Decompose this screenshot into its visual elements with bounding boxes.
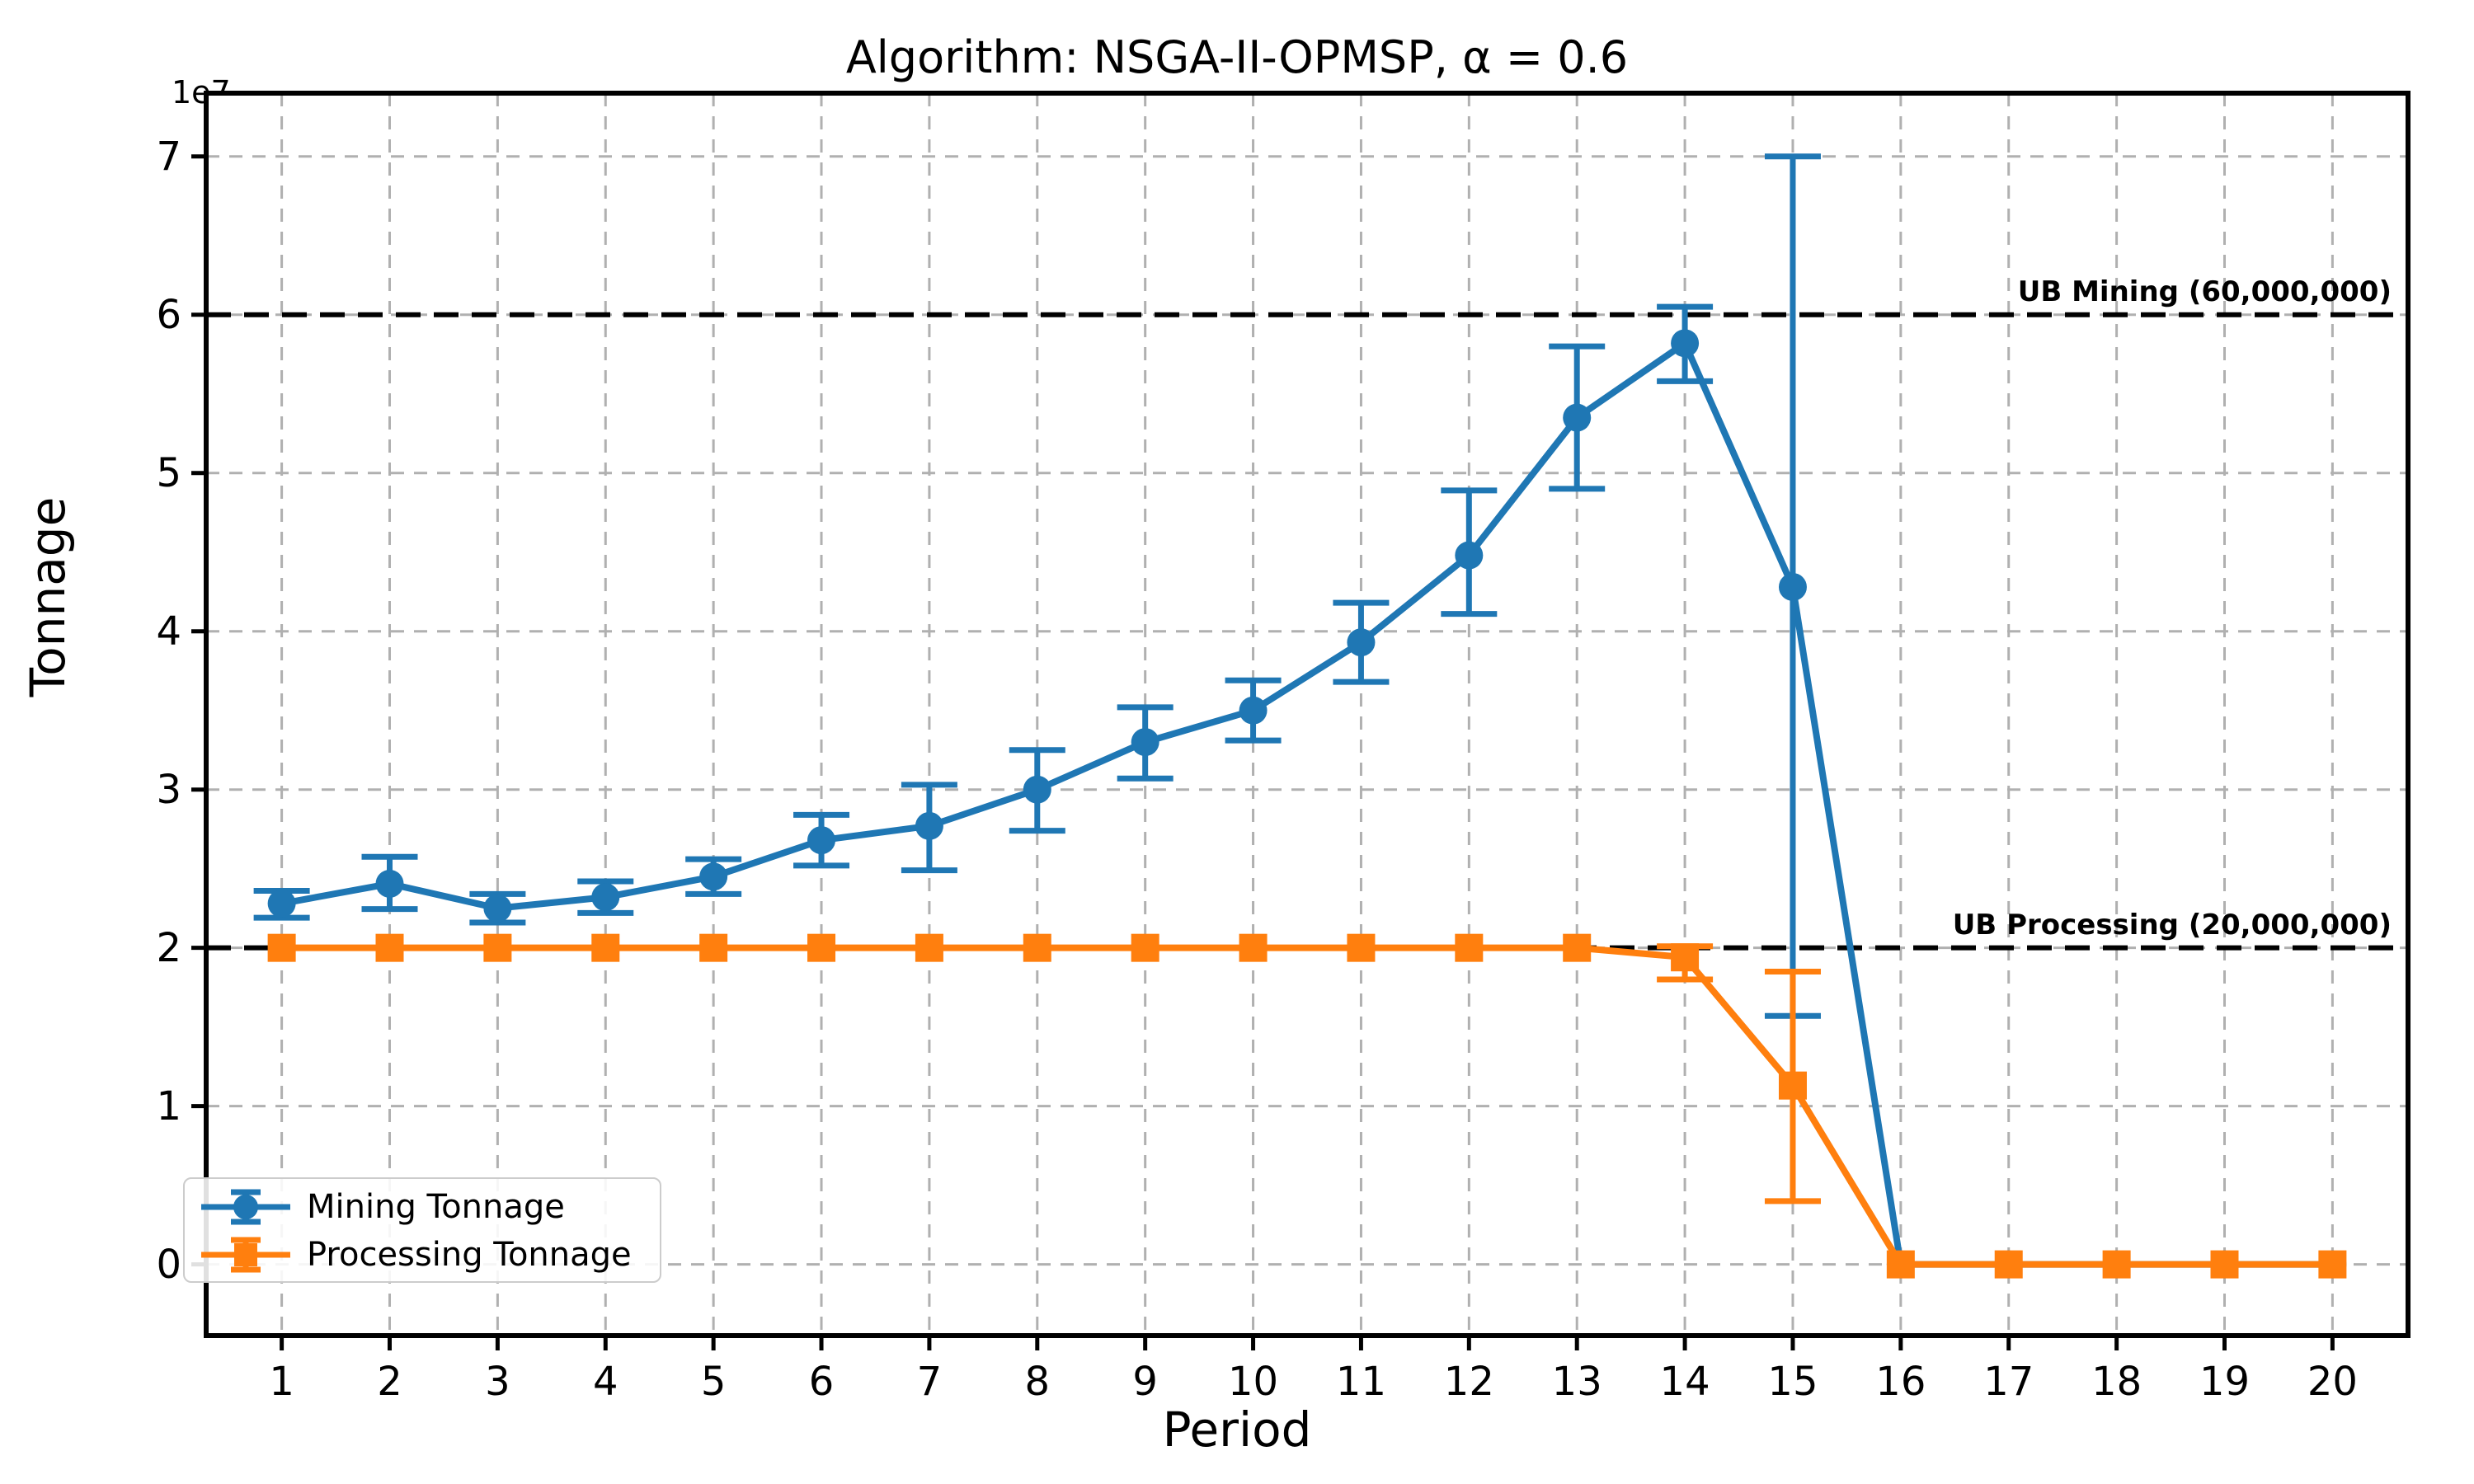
legend-label-processing: Processing Tonnage [307, 1236, 632, 1274]
legend-marker-mining-icon [201, 1189, 290, 1225]
data-point-marker[interactable] [1994, 1250, 2023, 1279]
x-tick-label: 5 [700, 1359, 727, 1405]
series-processing [267, 933, 2347, 1279]
legend-item-processing[interactable]: Processing Tonnage [196, 1232, 632, 1278]
data-point-marker[interactable] [1455, 933, 1484, 962]
x-tick-label: 11 [1335, 1359, 1386, 1405]
y-tick-label: 3 [156, 766, 181, 813]
x-tick-label: 9 [1132, 1359, 1158, 1405]
legend-item-mining[interactable]: Mining Tonnage [196, 1184, 565, 1230]
reference-line-label: UB Processing (20,000,000) [1952, 908, 2392, 942]
data-point-marker[interactable] [915, 811, 943, 840]
y-tick-label: 1 [156, 1082, 181, 1129]
data-point-marker[interactable] [375, 933, 404, 962]
data-point-marker[interactable] [267, 933, 296, 962]
data-point-marker[interactable] [1671, 943, 1700, 972]
data-point-marker[interactable] [1347, 933, 1376, 962]
x-tick-label: 7 [916, 1359, 943, 1405]
data-point-marker[interactable] [1023, 775, 1051, 804]
reference-line-label: UB Mining (60,000,000) [2017, 275, 2392, 308]
data-point-marker[interactable] [1563, 403, 1592, 432]
x-tick-label: 2 [377, 1359, 402, 1405]
x-tick-label: 6 [808, 1359, 835, 1405]
data-point-marker[interactable] [1563, 933, 1592, 962]
data-point-marker[interactable] [1239, 933, 1268, 962]
x-tick-label: 4 [592, 1359, 618, 1405]
data-point-marker[interactable] [1347, 628, 1376, 657]
x-tick-label: 8 [1024, 1359, 1051, 1405]
plot-background [206, 93, 2408, 1336]
data-point-marker[interactable] [483, 894, 512, 923]
data-point-marker[interactable] [375, 869, 404, 898]
y-tick-label: 5 [156, 449, 181, 496]
x-tick-label: 10 [1228, 1359, 1279, 1405]
data-point-marker[interactable] [1778, 1071, 1807, 1100]
series-line [278, 944, 2336, 1268]
data-point-marker[interactable] [591, 933, 620, 962]
axis-ticks [191, 154, 2335, 1350]
y-tick-label: 6 [156, 291, 181, 338]
data-point-marker[interactable] [2210, 1250, 2239, 1279]
x-tick-label: 1 [269, 1359, 294, 1405]
data-point-marker[interactable] [2318, 1250, 2347, 1279]
data-point-marker[interactable] [1239, 696, 1268, 725]
y-tick-label: 4 [156, 608, 181, 655]
data-point-marker[interactable] [1023, 933, 1051, 962]
x-tick-label: 17 [1983, 1359, 2034, 1405]
data-point-marker[interactable] [1671, 329, 1700, 358]
axes-spines [204, 91, 2411, 1338]
x-axis-label: Period [1162, 1402, 1312, 1458]
x-tick-label: 13 [1551, 1359, 1602, 1405]
data-point-marker[interactable] [483, 933, 512, 962]
y-tick-label: 7 [156, 133, 181, 180]
data-point-marker[interactable] [1455, 541, 1484, 570]
x-tick-label: 19 [2199, 1359, 2251, 1405]
data-point-marker[interactable] [1131, 728, 1159, 757]
data-point-marker[interactable] [2102, 1250, 2131, 1279]
data-point-marker[interactable] [1131, 933, 1159, 962]
data-point-marker[interactable] [1886, 1250, 1915, 1279]
legend-label-mining: Mining Tonnage [307, 1188, 565, 1226]
y-tick-label: 0 [156, 1241, 181, 1288]
chart-legend[interactable]: Mining Tonnage Processing Tonnage [183, 1177, 661, 1283]
chart-title: Algorithm: NSGA-II-OPMSP, α = 0.6 [845, 31, 1629, 83]
legend-marker-processing-icon [201, 1237, 290, 1273]
data-point-marker[interactable] [807, 826, 836, 855]
data-point-marker[interactable] [915, 933, 943, 962]
data-point-marker[interactable] [1778, 572, 1807, 601]
y-tick-label: 2 [156, 924, 181, 971]
data-point-marker[interactable] [267, 889, 296, 918]
x-tick-label: 3 [485, 1359, 510, 1405]
x-tick-label: 12 [1443, 1359, 1494, 1405]
data-point-marker[interactable] [807, 933, 836, 962]
x-tick-label: 16 [1875, 1359, 1926, 1405]
data-point-marker[interactable] [591, 883, 620, 912]
data-point-marker[interactable] [699, 862, 728, 891]
x-tick-label: 18 [2091, 1359, 2142, 1405]
x-tick-label: 14 [1659, 1359, 1710, 1405]
data-point-marker[interactable] [699, 933, 728, 962]
x-tick-label: 15 [1767, 1359, 1818, 1405]
x-tick-label: 20 [2307, 1359, 2358, 1405]
axes-frame [204, 91, 2411, 1338]
